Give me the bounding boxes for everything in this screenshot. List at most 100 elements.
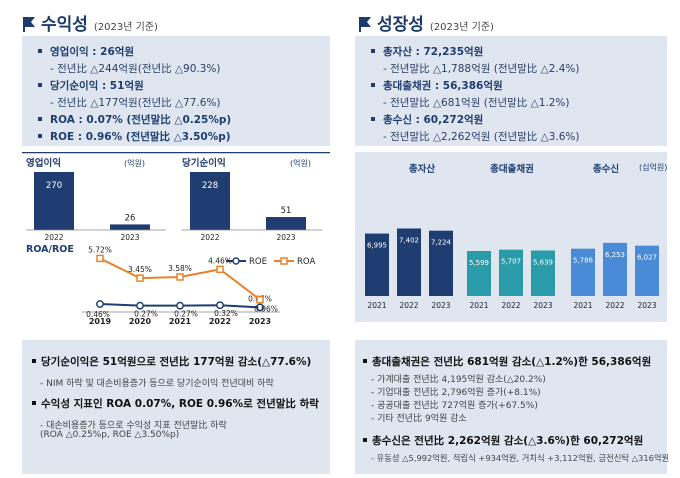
x-tick-label: 2019 (89, 317, 112, 326)
note-line: - 대손비용증가 등으로 수익성 지표 전년말比 하락 (40, 421, 227, 431)
x-tick-label: 2022 (501, 301, 520, 310)
summary-item: 영업이익 : 26억원 (38, 44, 134, 59)
data-label: 0.32% (214, 309, 238, 318)
group-title: 총수신 (593, 163, 619, 175)
x-tick-label: 2023 (637, 301, 656, 310)
summary-item: 총수신 : 60,272억원 (371, 112, 483, 127)
bar-value-label: 7,402 (399, 236, 419, 244)
left-title-sub: (2023년 기준) (93, 22, 158, 33)
summary-item: ROE : 0.96% (전년말比 △3.50%p) (38, 129, 231, 144)
bar-value-label: 228 (202, 181, 218, 191)
x-tick-label: 2023 (533, 301, 552, 310)
chart-title-op: 영업이익 (26, 157, 61, 169)
note-line: - 공공대출 전년比 727억원 증가(+67.5%) (371, 401, 538, 411)
bar (499, 249, 523, 296)
bar (467, 251, 491, 296)
data-label: 0.27% (174, 310, 198, 319)
bar (429, 230, 453, 296)
legend-roa: ROA (297, 257, 315, 267)
bar (266, 217, 306, 230)
bar (571, 248, 595, 296)
left-charts: 영업이익 (억원) 당기순이익 (억원) 270 2022 26 2023 228 20… (22, 152, 330, 326)
x-tick-label: 2021 (367, 301, 386, 310)
data-point (176, 273, 184, 281)
x-tick-label: 2022 (605, 301, 624, 310)
bar (603, 242, 627, 296)
left-title-text: 수익성 (41, 15, 88, 35)
data-label: 0.27% (134, 310, 158, 319)
summary-item: 총대출채권 : 56,386억원 (371, 78, 503, 93)
bar (635, 245, 659, 296)
x-tick-label: 2021 (469, 301, 488, 310)
summary-subitem: - 전년比 △177억원(전년比 △77.6%) (50, 97, 221, 109)
right-notes-box: 총대출채권은 전년比 681억원 감소(△1.2%)한 56,386억원 - 가… (355, 340, 670, 474)
x-tick-label: 2023 (249, 317, 271, 326)
summary-subitem: - 전년말比 △681억원 (전년말比 △1.2%) (383, 97, 570, 109)
note-heading: 수익성 지표인 ROA 0.07%, ROE 0.96%로 전년말比 하락 (32, 396, 319, 411)
x-tick-label: 2021 (573, 301, 592, 310)
x-tick-label: 2023 (431, 301, 450, 310)
summary-subitem: - 전년말比 △1,788억원 (전년말比 △2.4%) (383, 63, 580, 75)
x-tick-label: 2020 (129, 317, 152, 326)
data-point (96, 254, 104, 263)
data-point (256, 303, 264, 312)
note-line: - 기타 전년比 9억원 감소 (371, 414, 467, 424)
note-line: - 유동성 △5,992억원, 적립식 +934억원, 거치식 +3,112억원… (371, 453, 670, 463)
legend: ROE ROA (226, 257, 315, 267)
legend-roe: ROE (249, 257, 267, 267)
note-heading: 당기순이익은 51억원으로 전년比 177억원 감소(△77.6%) (32, 354, 311, 369)
group-title: 총대출채권 (490, 163, 534, 175)
bar-value-label: 6,995 (367, 242, 387, 250)
right-chart: 총자산 총대출채권 총수신 (십억원) 6,995 2021 7,402 2022 7,… (355, 152, 667, 322)
left-summary-box: 영업이익 : 26억원 - 전년比 △244억원(전년比 △90.3%) 당기순… (22, 36, 330, 146)
group-title: 총자산 (409, 163, 435, 175)
data-point (96, 300, 104, 308)
x-tick-label: 2022 (209, 317, 231, 326)
summary-subitem: - 전년比 △244억원(전년比 △90.3%) (50, 63, 221, 75)
chart-unit-ni: (억원) (290, 158, 311, 168)
bar-value-label: 270 (46, 181, 62, 191)
x-tick-label: 2021 (169, 317, 192, 326)
bar (34, 172, 74, 230)
right-summary-box: 총자산 : 72,235억원 - 전년말比 △1,788억원 (전년말比 △2.… (355, 36, 667, 146)
left-section-title: 수익성 (2023년 기준) (22, 10, 158, 35)
data-label: 0.96% (254, 305, 278, 314)
data-point (256, 295, 264, 304)
bar-value-label: 26 (125, 213, 136, 223)
bar (365, 233, 389, 296)
summary-item: 당기순이익 : 51억원 (38, 78, 144, 93)
data-point (216, 265, 224, 274)
x-tick-label: 2022 (399, 301, 418, 310)
chart-title-roa: ROA/ROE (26, 244, 74, 255)
bar-value-label: 5,599 (469, 259, 489, 267)
bar-value-label: 6,253 (605, 251, 625, 259)
flag-icon (23, 17, 35, 32)
bar-value-label: 5,786 (573, 257, 594, 265)
note-line: - NIM 하락 및 대손비용증가 등으로 당기순이익 전년대비 하락 (40, 379, 274, 389)
chart-unit-op: (억원) (124, 158, 145, 168)
x-tick-label: 2022 (44, 233, 63, 242)
summary-item: ROA : 0.07% (전년말比 △0.25%p) (38, 112, 231, 127)
data-label: 0.46% (86, 310, 110, 319)
data-point (176, 301, 184, 310)
flag-icon (359, 17, 371, 32)
right-title-text: 성장성 (377, 15, 424, 35)
bar (531, 250, 555, 296)
right-section-title: 성장성 (2023년 기준) (358, 10, 494, 35)
data-point (136, 274, 144, 282)
note-heading: 총수신은 전년比 2,262억원 감소(△3.6%)한 60,272억원 (363, 433, 643, 448)
data-point (136, 301, 144, 310)
bar-value-label: 51 (281, 206, 292, 216)
bar (397, 228, 421, 296)
bar (190, 172, 230, 230)
x-tick-label: 2023 (276, 233, 295, 242)
data-label: 3.58% (168, 264, 192, 273)
left-notes-box: 당기순이익은 51억원으로 전년比 177억원 감소(△77.6%) - NIM… (22, 340, 330, 474)
x-tick-label: 2022 (200, 233, 219, 242)
bar-value-label: 7,224 (431, 239, 452, 247)
data-label: 4.46% (208, 256, 232, 265)
bar-value-label: 5,707 (501, 258, 521, 266)
chart-title-ni: 당기순이익 (182, 157, 226, 169)
data-label: 5.72% (88, 245, 112, 254)
note-heading: 총대출채권은 전년比 681억원 감소(△1.2%)한 56,386억원 (363, 354, 651, 369)
